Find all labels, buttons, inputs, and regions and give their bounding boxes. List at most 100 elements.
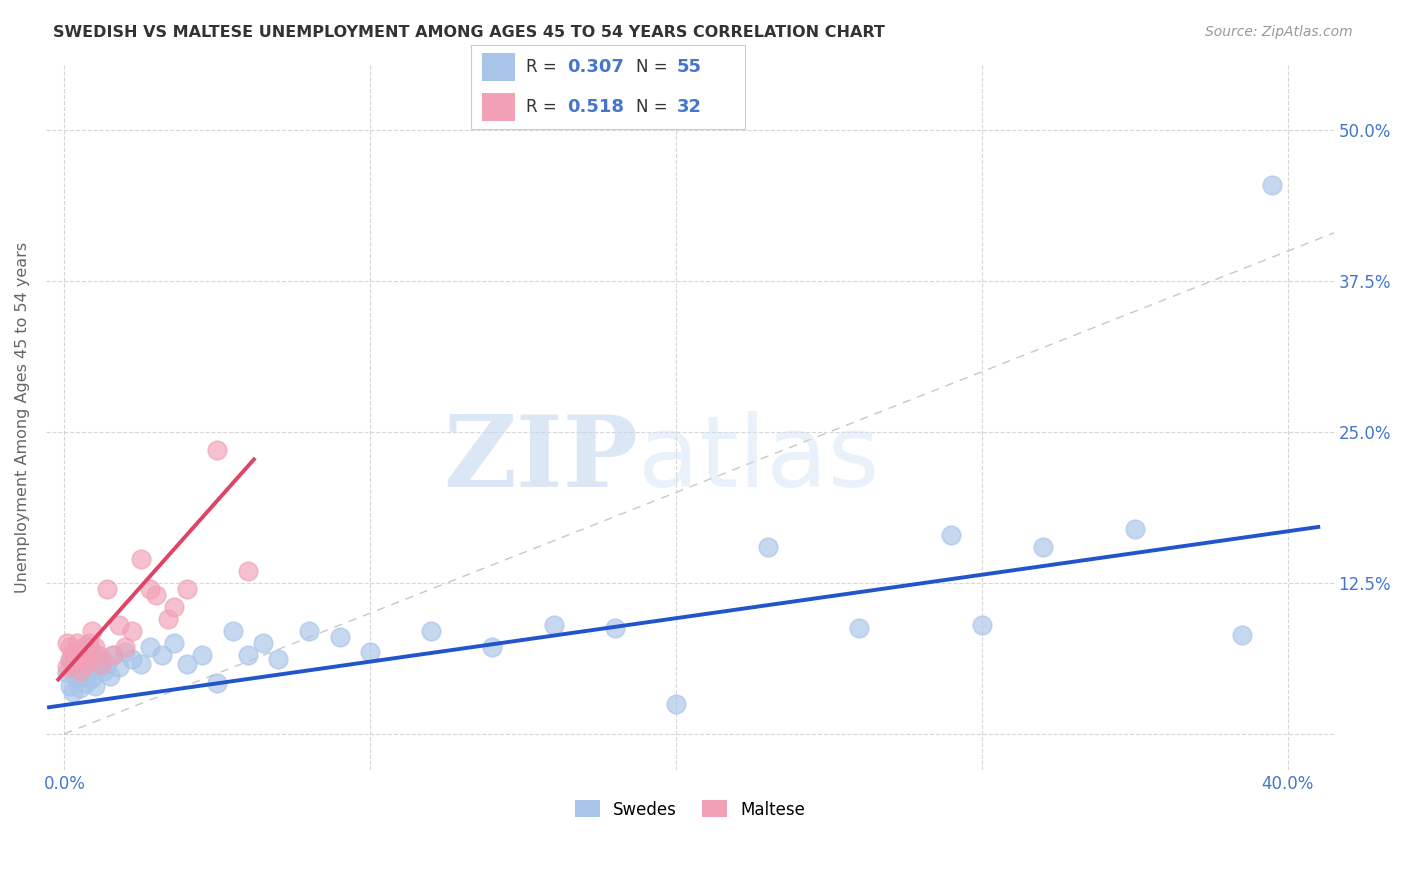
Point <box>98 669 121 683</box>
Point <box>163 600 186 615</box>
Point <box>75 652 97 666</box>
Point <box>543 618 565 632</box>
Point <box>62 684 84 698</box>
Point <box>80 624 103 639</box>
Point <box>420 624 443 639</box>
Text: 0.518: 0.518 <box>567 98 624 116</box>
Point <box>83 640 105 654</box>
Point <box>207 443 229 458</box>
Point <box>77 664 100 678</box>
Point <box>163 636 186 650</box>
Point <box>114 645 136 659</box>
Bar <box>482 93 515 120</box>
Point <box>93 664 115 678</box>
Text: SWEDISH VS MALTESE UNEMPLOYMENT AMONG AGES 45 TO 54 YEARS CORRELATION CHART: SWEDISH VS MALTESE UNEMPLOYMENT AMONG AG… <box>53 25 886 40</box>
Point <box>1261 178 1284 192</box>
Point <box>59 652 82 666</box>
Point <box>1032 540 1054 554</box>
Point <box>62 645 84 659</box>
Text: 55: 55 <box>676 58 702 76</box>
Point <box>121 624 143 639</box>
Point <box>970 618 993 632</box>
Point <box>56 660 79 674</box>
Point <box>65 636 87 650</box>
Text: N =: N = <box>636 58 672 76</box>
Point <box>87 648 110 663</box>
Point <box>207 676 229 690</box>
Point <box>129 551 152 566</box>
Text: atlas: atlas <box>638 411 880 508</box>
Point <box>62 657 84 671</box>
Point <box>103 648 125 663</box>
Point <box>191 648 214 663</box>
Point <box>75 645 97 659</box>
Point <box>59 640 82 654</box>
Text: Source: ZipAtlas.com: Source: ZipAtlas.com <box>1205 25 1353 39</box>
Text: R =: R = <box>526 98 562 116</box>
Point <box>83 679 105 693</box>
Point <box>83 654 105 668</box>
Point <box>96 657 118 671</box>
Point <box>848 621 870 635</box>
Point <box>121 652 143 666</box>
Point <box>69 681 91 695</box>
Point <box>56 636 79 650</box>
Point <box>65 648 87 663</box>
Point <box>65 648 87 663</box>
Point <box>1123 522 1146 536</box>
Point <box>329 630 352 644</box>
Point <box>80 671 103 685</box>
Text: N =: N = <box>636 98 672 116</box>
Point <box>298 624 321 639</box>
Bar <box>482 54 515 81</box>
Text: 32: 32 <box>676 98 702 116</box>
Point <box>176 657 198 671</box>
Point <box>603 621 626 635</box>
Point <box>252 636 274 650</box>
Point <box>145 588 167 602</box>
Point <box>756 540 779 554</box>
Point <box>114 640 136 654</box>
Point <box>665 697 688 711</box>
Point <box>77 640 100 654</box>
Point <box>72 669 94 683</box>
Point <box>129 657 152 671</box>
Point <box>62 660 84 674</box>
Point <box>150 648 173 663</box>
Point <box>56 666 79 681</box>
Point <box>75 657 97 671</box>
Point <box>108 660 131 674</box>
Text: ZIP: ZIP <box>443 411 638 508</box>
Point <box>481 640 503 654</box>
Point <box>80 647 103 661</box>
Point <box>90 657 112 671</box>
Point <box>221 624 243 639</box>
Point <box>72 645 94 659</box>
Y-axis label: Unemployment Among Ages 45 to 54 years: Unemployment Among Ages 45 to 54 years <box>15 242 30 592</box>
Point <box>236 564 259 578</box>
Text: R =: R = <box>526 58 562 76</box>
Text: 0.307: 0.307 <box>567 58 624 76</box>
Point <box>72 652 94 666</box>
Point <box>65 673 87 687</box>
Point <box>236 648 259 663</box>
Point <box>75 676 97 690</box>
Point <box>359 645 381 659</box>
Point <box>139 640 162 654</box>
Point <box>176 582 198 596</box>
Point <box>941 527 963 541</box>
Legend: Swedes, Maltese: Swedes, Maltese <box>568 794 811 825</box>
Point <box>69 657 91 671</box>
Point <box>90 652 112 666</box>
Point <box>59 679 82 693</box>
Point <box>72 640 94 654</box>
Point <box>69 664 91 678</box>
Point <box>139 582 162 596</box>
Point <box>77 636 100 650</box>
Point <box>96 582 118 596</box>
Point <box>87 662 110 676</box>
Point <box>59 654 82 668</box>
Point <box>157 612 180 626</box>
Point <box>69 645 91 659</box>
Point <box>103 648 125 663</box>
